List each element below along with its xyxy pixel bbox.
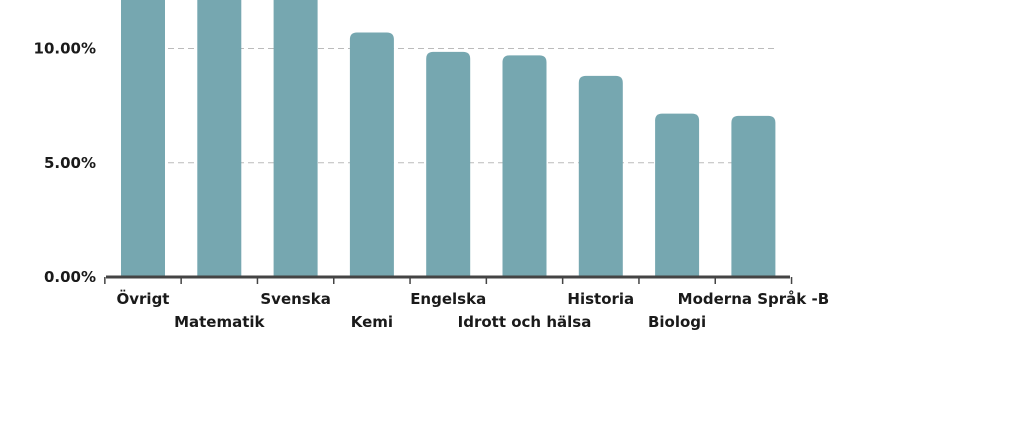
bar [273, 0, 318, 277]
bar [121, 0, 165, 277]
category-label: Engelska [410, 290, 486, 308]
bar [426, 51, 471, 277]
bar [197, 0, 242, 277]
category-label: Moderna Språk -B [678, 290, 829, 308]
category-label: Svenska [260, 290, 330, 308]
bar [655, 113, 700, 277]
category-label: Matematik [174, 313, 265, 331]
y-tick-label: 0.00% [44, 268, 96, 286]
y-tick-label: 5.00% [44, 154, 96, 172]
bar [349, 32, 394, 277]
category-label: Historia [567, 290, 634, 308]
axes [104, 275, 793, 284]
category-label: Kemi [351, 313, 393, 331]
y-tick-label: 10.00% [34, 40, 96, 58]
gridlines [168, 48, 776, 164]
bar [578, 75, 623, 277]
category-label: Övrigt [117, 289, 170, 308]
category-label: Idrott och hälsa [458, 313, 592, 331]
bars [121, 0, 776, 278]
bar [502, 55, 547, 278]
y-tick-labels: 0.00% 5.00% 10.00% [34, 40, 96, 287]
bar [731, 115, 776, 277]
category-label: Biologi [648, 313, 706, 331]
